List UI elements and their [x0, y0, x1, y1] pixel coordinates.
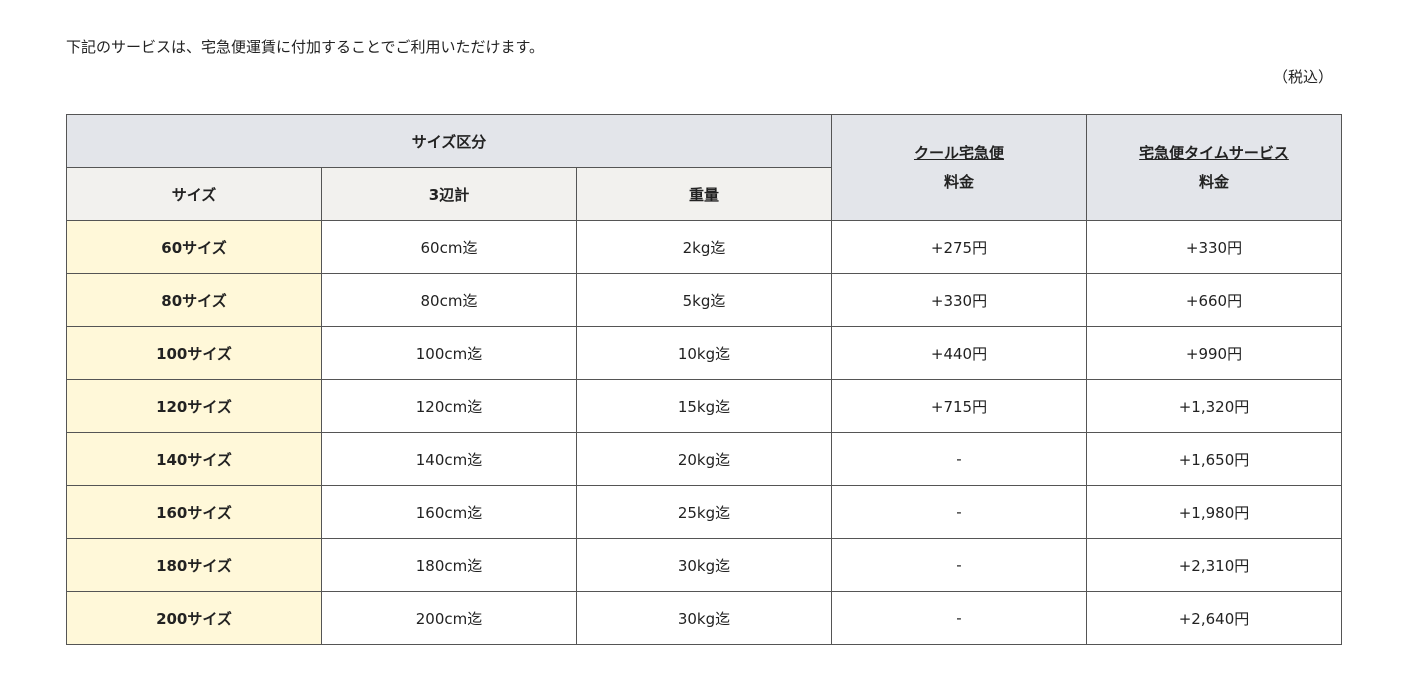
dimensions-cell: 120cm迄 — [321, 379, 577, 433]
weight-cell: 10kg迄 — [576, 326, 832, 380]
time-service-link[interactable]: 宅急便タイムサービス — [1139, 143, 1289, 162]
weight-cell: 30kg迄 — [576, 538, 832, 592]
cool-fee-cell: +440円 — [831, 326, 1087, 380]
dimensions-header: 3辺計 — [321, 167, 577, 221]
table-row: 60サイズ 60cm迄 2kg迄 +275円 +330円 — [66, 220, 1342, 274]
dimensions-cell: 180cm迄 — [321, 538, 577, 592]
dimensions-cell: 140cm迄 — [321, 432, 577, 486]
size-cell: 140サイズ — [66, 432, 322, 486]
time-fee-cell: +330円 — [1086, 220, 1342, 274]
size-cell: 200サイズ — [66, 591, 322, 645]
size-cell: 160サイズ — [66, 485, 322, 539]
pricing-table: サイズ区分 クール宅急便 料金 宅急便タイムサービス 料金 サイズ 3辺計 重量… — [66, 114, 1342, 645]
dimensions-cell: 160cm迄 — [321, 485, 577, 539]
size-cell: 180サイズ — [66, 538, 322, 592]
time-service-header: 宅急便タイムサービス 料金 — [1086, 114, 1342, 221]
intro-text: 下記のサービスは、宅急便運賃に付加することでご利用いただけます。 — [66, 38, 545, 56]
time-fee-cell: +1,320円 — [1086, 379, 1342, 433]
size-cell: 60サイズ — [66, 220, 322, 274]
size-cell: 120サイズ — [66, 379, 322, 433]
time-fee-cell: +660円 — [1086, 273, 1342, 327]
weight-header: 重量 — [576, 167, 832, 221]
cool-service-link[interactable]: クール宅急便 — [913, 143, 1004, 162]
table-row: 140サイズ 140cm迄 20kg迄 - +1,650円 — [66, 432, 1342, 486]
time-fee-cell: +2,640円 — [1086, 591, 1342, 645]
cool-service-header: クール宅急便 料金 — [831, 114, 1087, 221]
weight-cell: 25kg迄 — [576, 485, 832, 539]
dimensions-cell: 60cm迄 — [321, 220, 577, 274]
table-row: 80サイズ 80cm迄 5kg迄 +330円 +660円 — [66, 273, 1342, 327]
dimensions-cell: 100cm迄 — [321, 326, 577, 380]
weight-cell: 20kg迄 — [576, 432, 832, 486]
cool-fee-cell: - — [831, 432, 1087, 486]
dimensions-cell: 200cm迄 — [321, 591, 577, 645]
time-fee-cell: +990円 — [1086, 326, 1342, 380]
weight-cell: 30kg迄 — [576, 591, 832, 645]
cool-fee-cell: +330円 — [831, 273, 1087, 327]
table-row: 160サイズ 160cm迄 25kg迄 - +1,980円 — [66, 485, 1342, 539]
weight-cell: 2kg迄 — [576, 220, 832, 274]
time-fee-cell: +2,310円 — [1086, 538, 1342, 592]
weight-cell: 15kg迄 — [576, 379, 832, 433]
size-cell: 100サイズ — [66, 326, 322, 380]
size-cell: 80サイズ — [66, 273, 322, 327]
table-row: 120サイズ 120cm迄 15kg迄 +715円 +1,320円 — [66, 379, 1342, 433]
size-header: サイズ — [66, 167, 322, 221]
cool-fee-cell: +715円 — [831, 379, 1087, 433]
time-fee-label: 料金 — [1198, 172, 1229, 191]
size-category-header: サイズ区分 — [66, 114, 832, 168]
cool-fee-cell: +275円 — [831, 220, 1087, 274]
cool-fee-cell: - — [831, 485, 1087, 539]
table-row: 200サイズ 200cm迄 30kg迄 - +2,640円 — [66, 591, 1342, 645]
cool-fee-cell: - — [831, 591, 1087, 645]
table-row: 180サイズ 180cm迄 30kg迄 - +2,310円 — [66, 538, 1342, 592]
time-fee-cell: +1,980円 — [1086, 485, 1342, 539]
weight-cell: 5kg迄 — [576, 273, 832, 327]
cool-fee-label: 料金 — [943, 172, 974, 191]
time-fee-cell: +1,650円 — [1086, 432, 1342, 486]
cool-fee-cell: - — [831, 538, 1087, 592]
dimensions-cell: 80cm迄 — [321, 273, 577, 327]
table-row: 100サイズ 100cm迄 10kg迄 +440円 +990円 — [66, 326, 1342, 380]
tax-note: （税込） — [1272, 68, 1333, 86]
